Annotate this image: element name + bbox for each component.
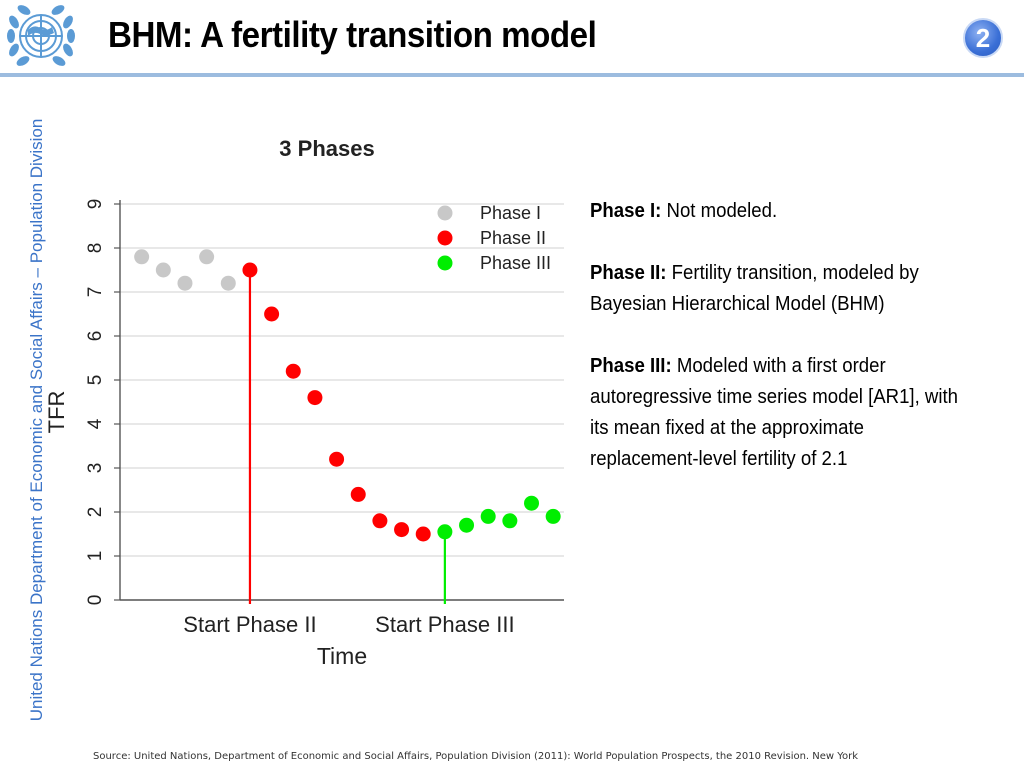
legend-label-phase-iii: Phase III (480, 253, 551, 273)
data-point-phase-iii (545, 508, 561, 524)
data-point-phase-ii (242, 262, 258, 278)
slide-title: BHM: A fertility transition model (108, 14, 597, 55)
data-point-phase-ii (415, 526, 431, 542)
x-tick-label: Start Phase III (375, 612, 514, 637)
phase-1-text: Not modeled. (666, 200, 778, 222)
phase-3-description: Phase III: Modeled with a first order au… (590, 351, 962, 475)
y-tick-label: 8 (85, 243, 106, 254)
data-point-phase-ii (329, 451, 345, 467)
phase-descriptions: Phase I: Not modeled. Phase II: Fertilit… (590, 196, 962, 506)
data-point-phase-i (220, 275, 236, 291)
phase-2-text: Fertility transition, modeled by Bayesia… (590, 262, 919, 315)
y-tick-label: 4 (85, 418, 106, 429)
data-point-phase-iii (437, 524, 453, 540)
data-point-phase-ii (285, 363, 301, 379)
x-axis-label: Time (317, 643, 367, 669)
x-tick-label: Start Phase II (183, 612, 316, 637)
legend-marker-phase-ii (437, 230, 453, 246)
y-tick-label: 0 (85, 595, 106, 606)
page-number-badge: 2 (963, 18, 1003, 58)
y-tick-label: 3 (85, 463, 106, 474)
data-point-phase-iii (480, 508, 496, 524)
legend-marker-phase-iii (437, 255, 453, 271)
data-point-phase-iii (459, 517, 475, 533)
data-point-phase-iii (502, 513, 518, 529)
y-tick-label: 6 (85, 331, 106, 342)
chart-title: 3 Phases (279, 136, 374, 161)
legend-label-phase-i: Phase I (480, 203, 541, 223)
legend-marker-phase-i (437, 205, 453, 221)
y-tick-label: 7 (85, 287, 106, 298)
y-tick-label: 1 (85, 551, 106, 562)
phase-3-heading: Phase III: (590, 355, 672, 377)
y-tick-label: 2 (85, 507, 106, 518)
data-point-phase-i (199, 249, 215, 265)
tfr-phases-chart: 3 Phases 0 1 2 3 4 5 6 7 8 9 Start Phase II Start Ph… (44, 136, 564, 669)
y-tick-label: 5 (85, 375, 106, 386)
data-point-phase-ii (307, 390, 323, 406)
phase-2-description: Phase II: Fertility transition, modeled … (590, 258, 962, 320)
source-citation: Source: United Nations, Department of Ec… (93, 751, 859, 762)
data-point-phase-ii (394, 522, 410, 538)
data-point-phase-i (134, 249, 150, 265)
phase-1-description: Phase I: Not modeled. (590, 196, 962, 227)
data-point-phase-iii (524, 495, 540, 511)
data-point-phase-i (177, 275, 193, 291)
title-divider (0, 73, 1024, 77)
data-point-phase-i (155, 262, 171, 278)
un-logo (7, 5, 75, 66)
legend-label-phase-ii: Phase II (480, 228, 546, 248)
phase-1-heading: Phase I: (590, 200, 662, 222)
phase-2-heading: Phase II: (590, 262, 667, 284)
phase-3-text: Modeled with a first order autoregressiv… (590, 355, 959, 470)
y-axis-label: TFR (44, 391, 69, 434)
y-tick-label: 9 (85, 199, 106, 210)
data-point-phase-ii (264, 306, 280, 322)
data-point-phase-ii (372, 513, 388, 529)
data-point-phase-ii (350, 486, 366, 502)
